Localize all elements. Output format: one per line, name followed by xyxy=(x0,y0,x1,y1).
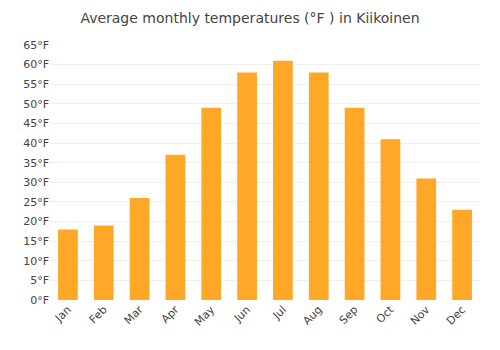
svg-text:Nov: Nov xyxy=(408,303,433,328)
svg-text:Aug: Aug xyxy=(300,303,324,327)
svg-text:15°F: 15°F xyxy=(23,235,49,248)
svg-text:Dec: Dec xyxy=(444,303,468,327)
svg-text:Jun: Jun xyxy=(231,303,253,325)
svg-text:Oct: Oct xyxy=(374,303,397,326)
svg-text:Jul: Jul xyxy=(270,303,289,322)
svg-text:Feb: Feb xyxy=(87,303,110,326)
svg-text:20°F: 20°F xyxy=(23,215,49,228)
svg-text:Apr: Apr xyxy=(159,303,182,326)
svg-text:0°F: 0°F xyxy=(30,294,49,307)
svg-text:30°F: 30°F xyxy=(23,176,49,189)
svg-text:Mar: Mar xyxy=(122,303,146,327)
svg-text:40°F: 40°F xyxy=(23,137,49,150)
svg-text:60°F: 60°F xyxy=(23,58,49,71)
svg-text:May: May xyxy=(192,303,218,329)
svg-text:50°F: 50°F xyxy=(23,98,49,111)
svg-text:55°F: 55°F xyxy=(23,78,49,91)
svg-text:35°F: 35°F xyxy=(23,157,49,170)
svg-text:10°F: 10°F xyxy=(23,255,49,268)
svg-text:45°F: 45°F xyxy=(23,117,49,130)
svg-text:Average monthly temperatures (: Average monthly temperatures (°F ) in Ki… xyxy=(80,10,419,26)
svg-text:5°F: 5°F xyxy=(30,274,49,287)
svg-text:Jan: Jan xyxy=(52,303,74,325)
svg-text:65°F: 65°F xyxy=(23,39,49,52)
svg-text:Sep: Sep xyxy=(337,303,361,327)
svg-text:25°F: 25°F xyxy=(23,196,49,209)
